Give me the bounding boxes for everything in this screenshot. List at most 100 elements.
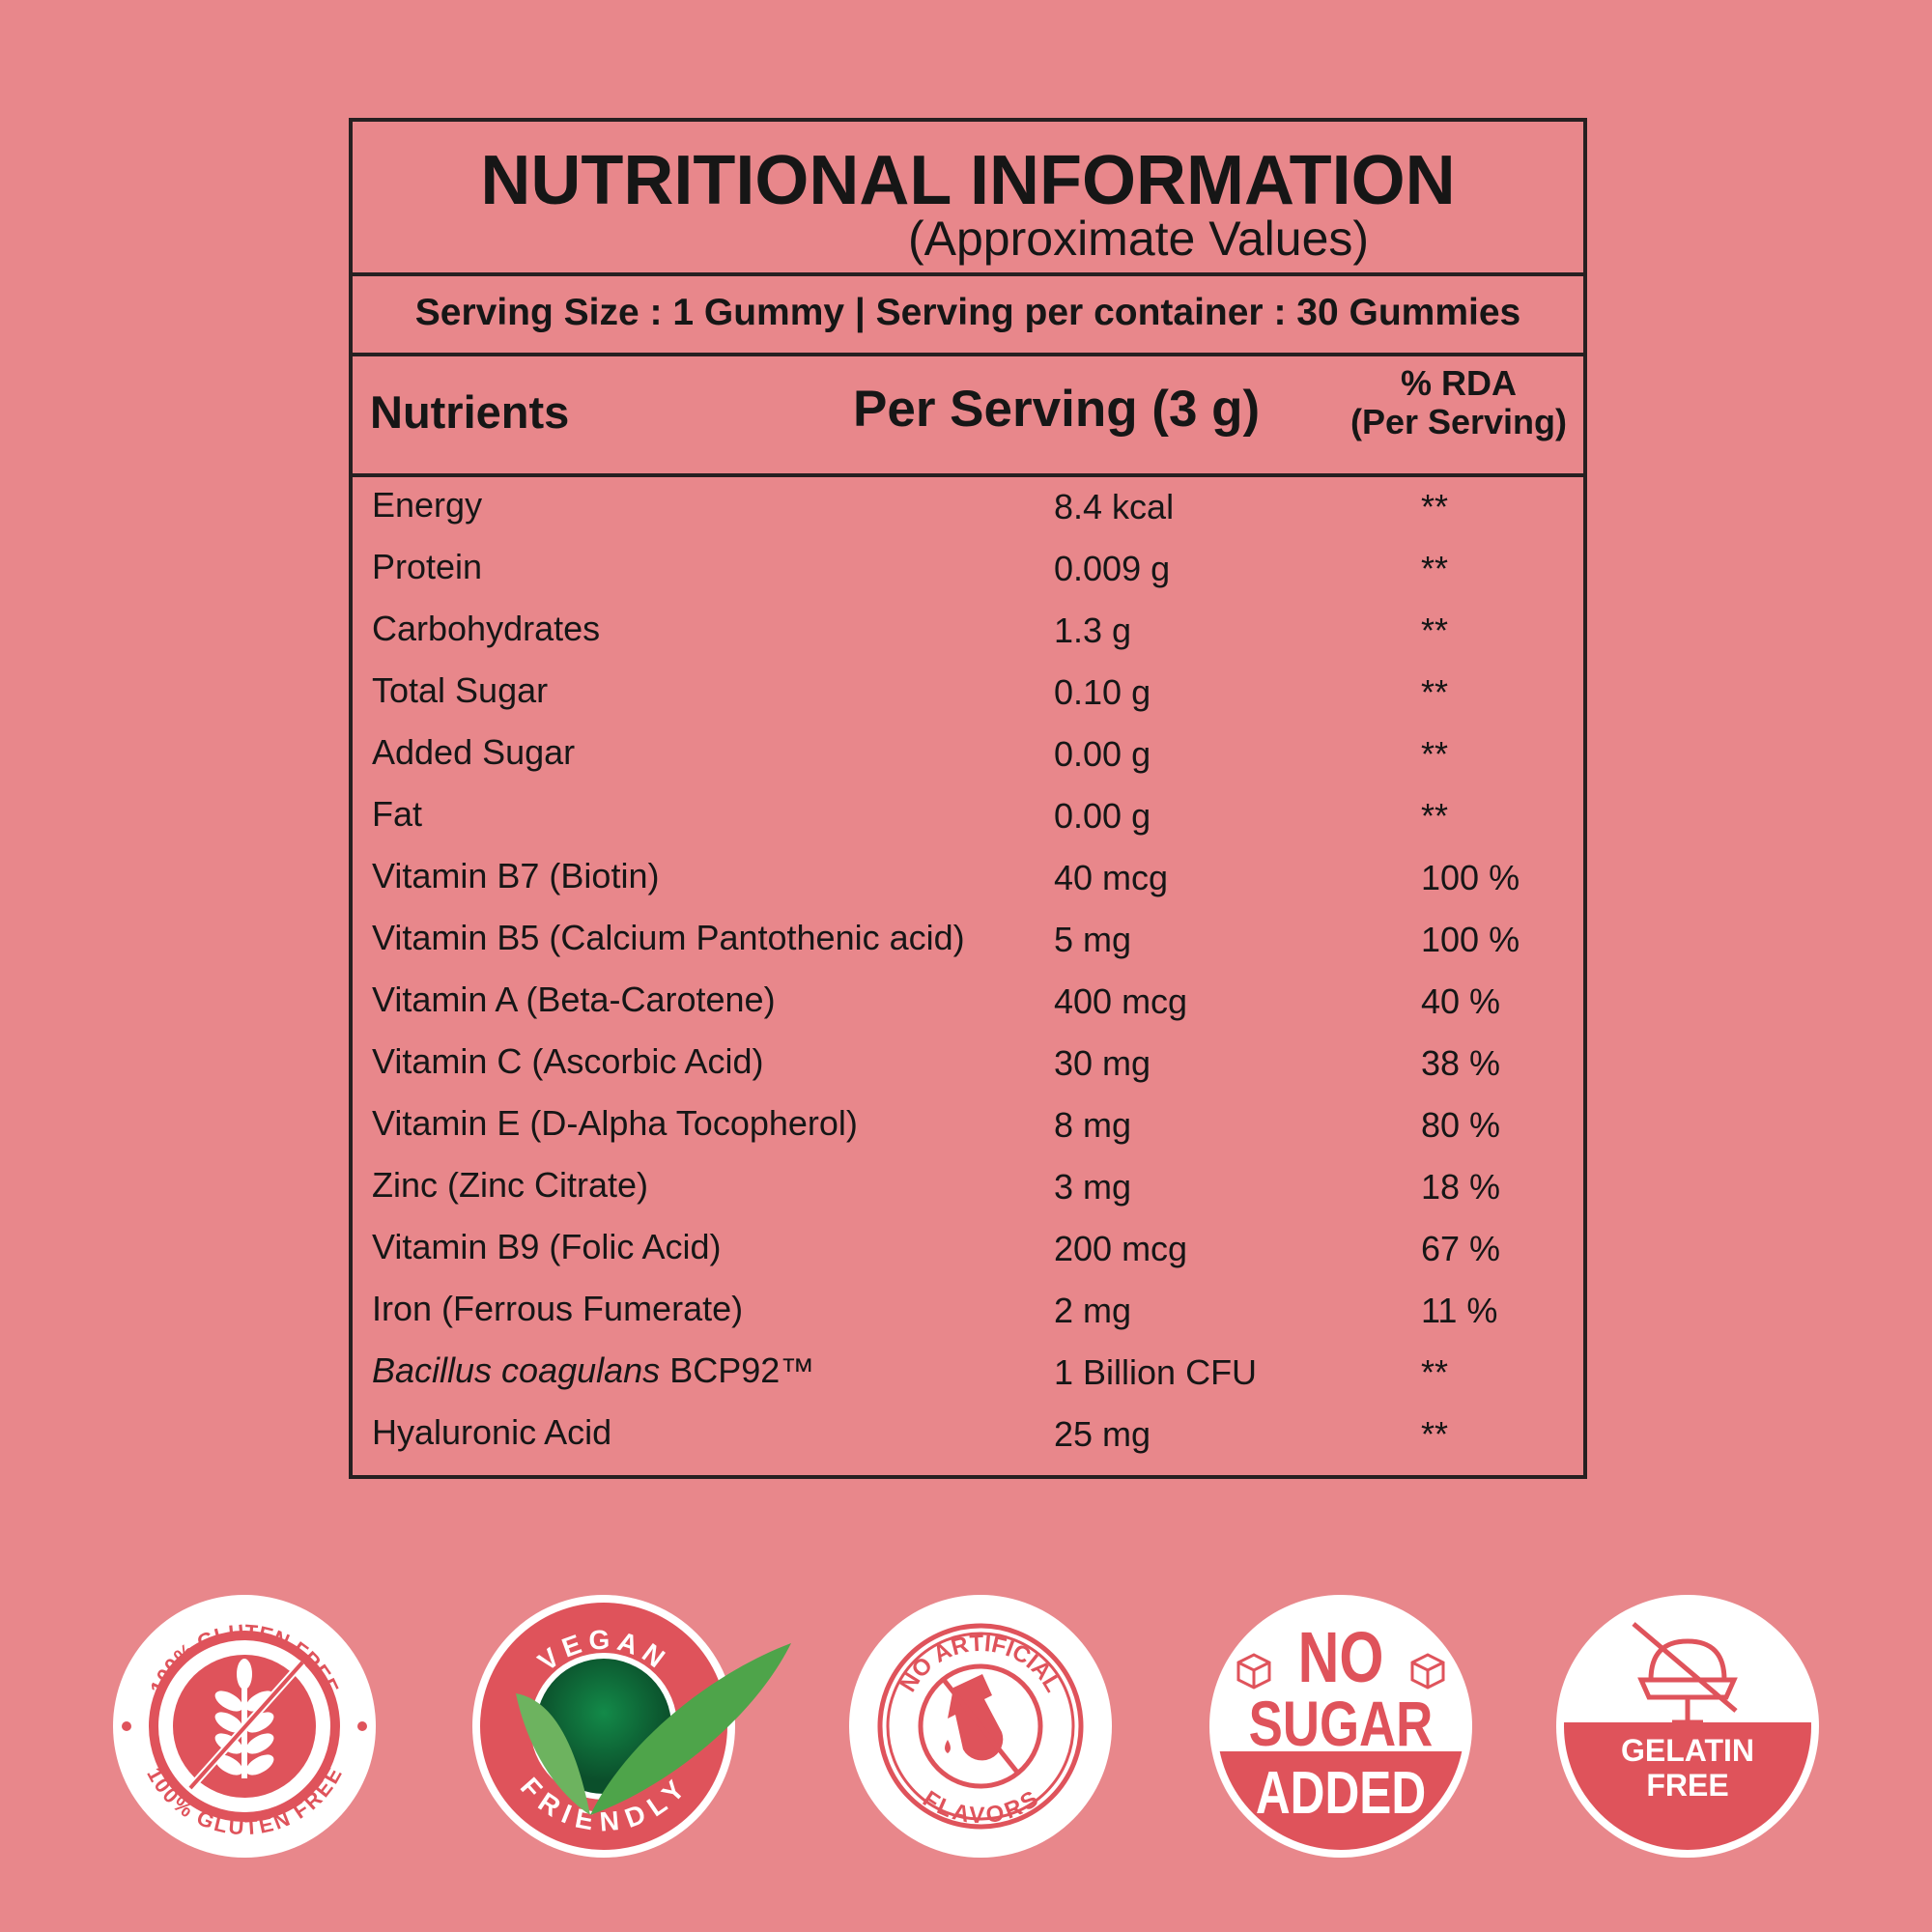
nutrient-name: Bacillus coagulans BCP92™ xyxy=(372,1350,814,1391)
nutrient-name: Energy xyxy=(372,485,482,526)
no-sugar-added-badge: NO SUGAR ADDED xyxy=(1209,1595,1472,1858)
nutrient-name: Vitamin A (Beta-Carotene) xyxy=(372,980,776,1020)
nutrient-rda: ** xyxy=(1421,796,1449,836)
gelatin-free-badge: GELATIN FREE xyxy=(1556,1595,1819,1858)
table-header: Nutrients Per Serving (3 g) % RDA (Per S… xyxy=(353,356,1583,477)
nutrient-name-text: Zinc (Zinc Citrate) xyxy=(372,1165,649,1205)
sugar-cube-icon xyxy=(1236,1653,1445,1690)
table-row: Iron (Ferrous Fumerate) 2 mg 11 % xyxy=(353,1281,1583,1343)
table-row: Hyaluronic Acid 25 mg ** xyxy=(353,1405,1583,1466)
nutrient-value: 0.00 g xyxy=(1054,734,1151,774)
nutrient-name: Total Sugar xyxy=(372,670,548,711)
table-row: Vitamin B7 (Biotin) 40 mcg 100 % xyxy=(353,848,1583,910)
header-rda: % RDA (Per Serving) xyxy=(1338,364,1579,441)
nutrient-rda: ** xyxy=(1421,611,1449,650)
nutrient-rda: 100 % xyxy=(1421,920,1520,959)
header-rda-line2: (Per Serving) xyxy=(1350,402,1568,441)
nutrient-rda: ** xyxy=(1421,549,1449,588)
nutrient-rda: ** xyxy=(1421,672,1449,712)
nutrient-name-text: Vitamin E (D-Alpha Tocopherol) xyxy=(372,1103,858,1143)
nutrient-name-text: Hyaluronic Acid xyxy=(372,1412,612,1452)
table-row: Carbohydrates 1.3 g ** xyxy=(353,601,1583,663)
nutrient-name-text: Vitamin B9 (Folic Acid) xyxy=(372,1227,722,1266)
nutrient-rda: ** xyxy=(1421,734,1449,774)
serving-info: Serving Size : 1 Gummy | Serving per con… xyxy=(353,276,1583,356)
header-per-serving: Per Serving (3 g) xyxy=(853,381,1261,438)
nutrient-value: 0.009 g xyxy=(1054,549,1171,588)
nutrient-name: Vitamin B9 (Folic Acid) xyxy=(372,1227,721,1267)
nutrient-name: Iron (Ferrous Fumerate) xyxy=(372,1289,743,1329)
nutrient-rda: 100 % xyxy=(1421,858,1520,897)
nutrient-value: 3 mg xyxy=(1054,1167,1132,1207)
table-row: Vitamin B5 (Calcium Pantothenic acid) 5 … xyxy=(353,910,1583,972)
leaf-icon xyxy=(516,1643,791,1815)
nutrient-rda: 11 % xyxy=(1421,1291,1498,1330)
table-row: Energy 8.4 kcal ** xyxy=(353,477,1583,539)
nutrient-value: 1 Billion CFU xyxy=(1054,1352,1258,1392)
header-rda-line1: % RDA xyxy=(1400,363,1517,403)
table-row: Vitamin A (Beta-Carotene) 400 mcg 40 % xyxy=(353,972,1583,1034)
table-row: Fat 0.00 g ** xyxy=(353,786,1583,848)
sugar-line1: NO xyxy=(1298,1618,1384,1698)
gelatin-line1: GELATIN xyxy=(1621,1733,1754,1768)
nutrient-rda: ** xyxy=(1421,1414,1449,1454)
nutrient-rda: 40 % xyxy=(1421,981,1501,1021)
nutrient-value: 200 mcg xyxy=(1054,1229,1188,1268)
nutrient-name: Zinc (Zinc Citrate) xyxy=(372,1165,648,1206)
nutrient-name: Vitamin C (Ascorbic Acid) xyxy=(372,1041,763,1082)
gluten-free-badge: 100% GLUTEN FREE 100% GLUTEN FREE xyxy=(113,1595,376,1858)
nutrient-name: Fat xyxy=(372,794,422,835)
nutrient-name-text: Vitamin C (Ascorbic Acid) xyxy=(372,1041,764,1081)
nutrient-name-text: BCP92™ xyxy=(660,1350,815,1390)
nutrient-value: 400 mcg xyxy=(1054,981,1188,1021)
nutrient-name: Vitamin E (D-Alpha Tocopherol) xyxy=(372,1103,858,1144)
nutrient-rda: ** xyxy=(1421,1352,1449,1392)
table-row: Protein 0.009 g ** xyxy=(353,539,1583,601)
nutrient-value: 8 mg xyxy=(1054,1105,1132,1145)
nutrient-value: 1.3 g xyxy=(1054,611,1132,650)
vegan-friendly-badge: VEGAN FRIENDLY xyxy=(472,1595,791,1858)
nutrient-value: 25 mg xyxy=(1054,1414,1151,1454)
nutrient-rda: 80 % xyxy=(1421,1105,1501,1145)
nutrient-name-text: Protein xyxy=(372,547,483,586)
nutrient-value: 8.4 kcal xyxy=(1054,487,1175,526)
nutrient-value: 0.00 g xyxy=(1054,796,1151,836)
nutrient-name-text: Iron (Ferrous Fumerate) xyxy=(372,1289,744,1328)
nutrient-name-text: Carbohydrates xyxy=(372,609,601,648)
panel-title: NUTRITIONAL INFORMATION xyxy=(480,142,1456,219)
table-row: Total Sugar 0.10 g ** xyxy=(353,663,1583,724)
table-row: Vitamin C (Ascorbic Acid) 30 mg 38 % xyxy=(353,1034,1583,1095)
nutrient-rda: ** xyxy=(1421,487,1449,526)
nutrient-name-text: Vitamin B5 (Calcium Pantothenic acid) xyxy=(372,918,965,957)
title-block: NUTRITIONAL INFORMATION (Approximate Val… xyxy=(353,122,1583,276)
nutrient-value: 2 mg xyxy=(1054,1291,1132,1330)
nutrient-name: Vitamin B7 (Biotin) xyxy=(372,856,659,896)
nutrient-name: Carbohydrates xyxy=(372,609,600,649)
nutrient-value: 0.10 g xyxy=(1054,672,1151,712)
nutrient-name-text: Energy xyxy=(372,485,483,525)
panel-subtitle: (Approximate Values) xyxy=(908,212,1370,266)
nutrient-name: Hyaluronic Acid xyxy=(372,1412,611,1453)
nutrient-name-text: Total Sugar xyxy=(372,670,549,710)
nutrient-value: 5 mg xyxy=(1054,920,1132,959)
no-artificial-flavors-badge: NO ARTIFICIAL FLAVORS xyxy=(849,1595,1112,1858)
sugar-line2: SUGAR xyxy=(1249,1688,1434,1759)
nutrient-name: Added Sugar xyxy=(372,732,575,773)
nutrient-name-text: Fat xyxy=(372,794,423,834)
nutrient-value: 30 mg xyxy=(1054,1043,1151,1083)
table-row: Zinc (Zinc Citrate) 3 mg 18 % xyxy=(353,1157,1583,1219)
nutrient-rda: 38 % xyxy=(1421,1043,1501,1083)
nutrient-name-text: Vitamin B7 (Biotin) xyxy=(372,856,660,895)
nutrient-value: 40 mcg xyxy=(1054,858,1169,897)
nutrient-rda: 18 % xyxy=(1421,1167,1501,1207)
jelly-icon xyxy=(1632,1622,1738,1725)
nutrient-name-text: Vitamin A (Beta-Carotene) xyxy=(372,980,776,1019)
table-row: Added Sugar 0.00 g ** xyxy=(353,724,1583,786)
nutrient-rda: 67 % xyxy=(1421,1229,1501,1268)
table-row: Vitamin E (D-Alpha Tocopherol) 8 mg 80 % xyxy=(353,1095,1583,1157)
sugar-line3: ADDED xyxy=(1256,1759,1426,1827)
nutrient-name-text: Added Sugar xyxy=(372,732,576,772)
nutrition-panel: NUTRITIONAL INFORMATION (Approximate Val… xyxy=(349,118,1587,1479)
table-row: Vitamin B9 (Folic Acid) 200 mcg 67 % xyxy=(353,1219,1583,1281)
nutrient-name: Protein xyxy=(372,547,482,587)
